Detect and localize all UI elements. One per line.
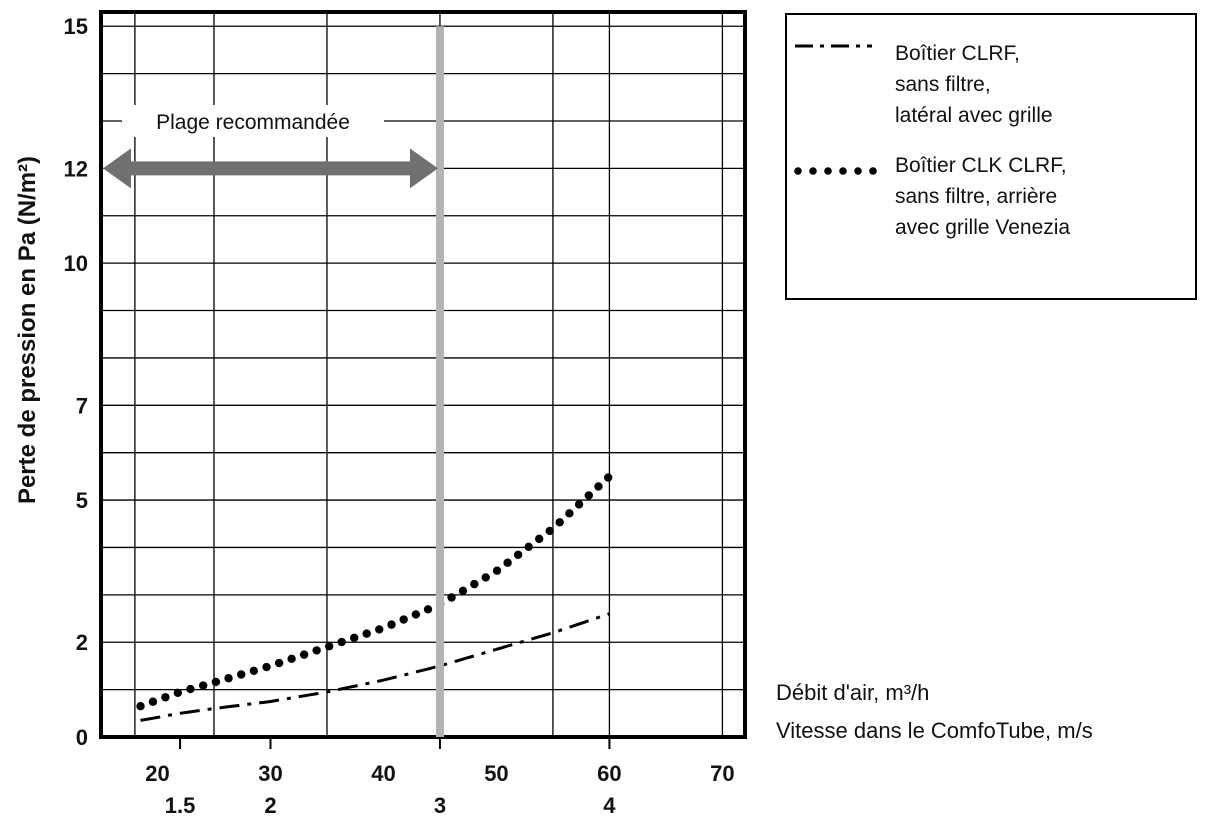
y-tick-label: 12: [64, 156, 88, 181]
y-tick-label: 0: [76, 725, 88, 750]
legend-label-clk: Boîtier CLK CLRF, sans filtre, arrière ave…: [895, 154, 1070, 239]
series-dot-clk: [148, 697, 158, 706]
x-tick-label: 20: [145, 761, 169, 786]
series-dot-clk: [545, 526, 554, 536]
series-dot-clk: [534, 534, 544, 544]
series-dot-clk: [481, 573, 490, 582]
series-dot-clk: [399, 615, 408, 624]
series-dot-clk: [524, 542, 533, 552]
x-tick-label: 60: [597, 761, 621, 786]
series-dot-clk: [349, 633, 359, 643]
x-axis-title: Débit d'air, m³/h: [776, 680, 930, 705]
x2-tick-label: 2: [264, 793, 276, 818]
series-dot-clk: [211, 677, 221, 687]
series-dot-clk: [262, 662, 271, 672]
x-tick-labels: 20 30 40 50 60 70 1.5 2 3 4: [145, 737, 735, 818]
y-tick-label: 5: [76, 488, 88, 513]
y-axis-title: Perte de pression en Pa (N/m²): [14, 156, 41, 504]
series-dot-clk: [186, 684, 195, 694]
legend-label-clrf: Boîtier CLRF, sans filtre, latéral avec gr…: [895, 42, 1053, 127]
legend-dot: [794, 167, 802, 175]
series-dot-clk: [173, 688, 183, 698]
series-dot-clk: [458, 586, 468, 596]
series-dot-clk: [565, 509, 574, 518]
legend-swatch-clk: [794, 167, 877, 175]
recommended-range-arrow: [103, 148, 438, 189]
legend-box: [785, 13, 1197, 300]
x-tick-label: 70: [710, 761, 734, 786]
x-tick-label: 30: [258, 761, 282, 786]
series-dot-clk: [224, 674, 233, 683]
x2-tick-label: 3: [434, 793, 446, 818]
annotation: Plage recommandée: [103, 26, 444, 737]
recommended-range-label: Plage recommandée: [156, 111, 350, 134]
series-dot-clk: [603, 473, 613, 482]
x-tick-label: 40: [371, 761, 395, 786]
series-dot-clk: [237, 670, 246, 679]
y-tick-label: 10: [64, 251, 88, 276]
series-dot-clk: [161, 693, 170, 702]
series-dot-clk: [287, 654, 296, 664]
x2-tick-label: 1.5: [165, 793, 196, 818]
series-dot-clk: [411, 610, 421, 619]
legend-dot: [809, 167, 817, 175]
series-dot-clk: [274, 658, 284, 668]
series-line-clrf: [140, 612, 610, 722]
series-dot-clk: [387, 620, 396, 629]
legend-dot: [839, 167, 847, 175]
y-tick-label: 7: [76, 393, 88, 418]
series-dot-clk: [574, 500, 584, 509]
legend-dot: [869, 167, 877, 175]
series-dot-clk: [136, 701, 145, 711]
x2-axis-title: Vitesse dans le ComfoTube, m/s: [776, 718, 1093, 743]
series-dot-clk: [249, 666, 259, 675]
annotation-background: [122, 104, 384, 137]
plot-frame: [99, 10, 747, 739]
legend-dot: [824, 167, 832, 175]
series-dot-clk: [584, 491, 593, 500]
series-dot-clk: [198, 681, 208, 690]
series-dot-clk: [513, 550, 523, 559]
series-dot-clk: [362, 629, 371, 638]
series-dot-clk: [447, 593, 456, 602]
y-tick-labels: 0 2 5 7 10 12 15: [64, 14, 88, 750]
series-dot-clk: [423, 605, 433, 614]
series-dot-clk: [503, 558, 512, 567]
series-dot-clk: [375, 625, 384, 634]
series: [136, 473, 613, 722]
x-tick-label: 50: [484, 761, 508, 786]
series-dot-clk: [470, 579, 479, 589]
series-dot-clk: [492, 566, 502, 575]
legend-dot: [854, 167, 862, 175]
x2-tick-label: 4: [603, 793, 616, 818]
series-dot-clk: [555, 518, 564, 527]
series-dot-clk: [324, 642, 334, 651]
series-dot-clk: [312, 646, 321, 655]
legend: Boîtier CLRF, sans filtre, latéral avec gr…: [785, 13, 1197, 300]
series-dot-clk: [594, 482, 603, 491]
series-dot-clk: [299, 650, 309, 659]
y-tick-label: 2: [76, 630, 88, 655]
series-dot-clk: [337, 637, 346, 647]
y-tick-label: 15: [64, 14, 88, 39]
